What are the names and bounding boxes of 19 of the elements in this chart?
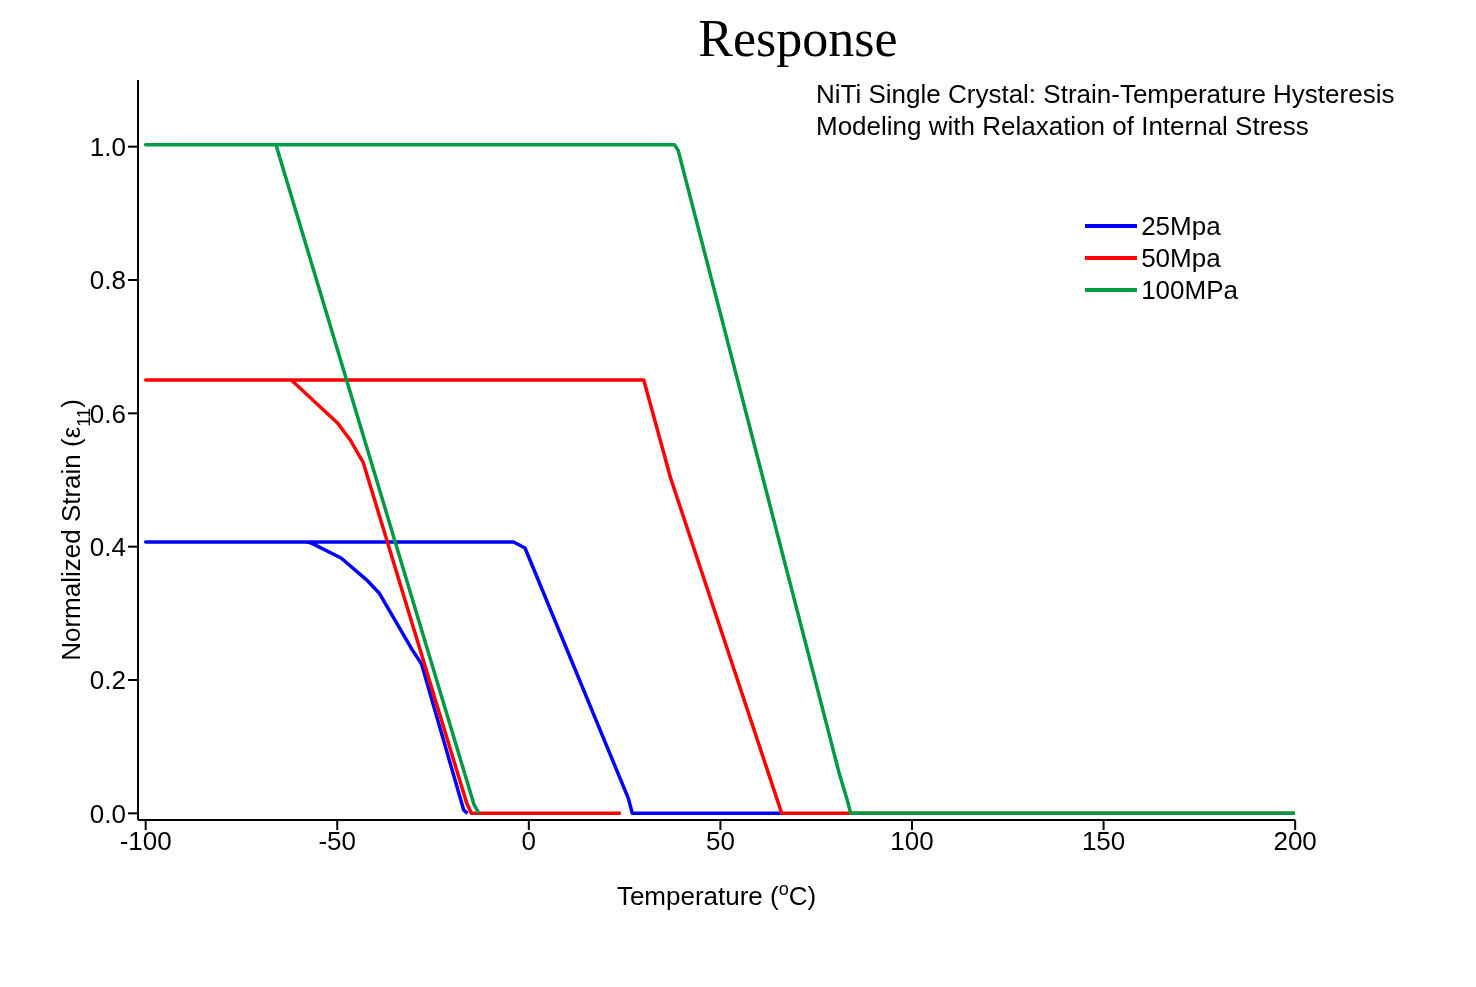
x-tick-label: 50: [705, 826, 735, 857]
x-axis-title: Temperature ($^{o}$C): [616, 879, 817, 911]
x-tick-label: 100: [890, 826, 934, 857]
x-tick-label: 0: [521, 826, 537, 857]
legend-label: 25Mpa: [1141, 210, 1221, 242]
legend-label: 100MPa: [1141, 274, 1238, 306]
y-tick-label: 0.6: [89, 398, 126, 429]
chart-title: Response: [697, 9, 899, 69]
x-tick-label: -50: [318, 826, 357, 857]
y-tick-label: 0.8: [89, 265, 126, 296]
legend-label: 50Mpa: [1141, 242, 1221, 274]
x-tick-label: 150: [1081, 826, 1126, 857]
y-tick-label: 1.0: [89, 131, 126, 162]
x-tick-label: 200: [1273, 826, 1317, 857]
line-series: [143, 142, 1296, 816]
y-tick-label: 0.2: [89, 665, 126, 696]
annotation: NiTi Single Crystal: Strain-Temperature Hysteresis Modeling with Relaxation of Internal Stress: [816, 78, 1395, 142]
x-tick-label: -100: [119, 826, 172, 857]
y-tick-label: 0.0: [89, 798, 126, 829]
